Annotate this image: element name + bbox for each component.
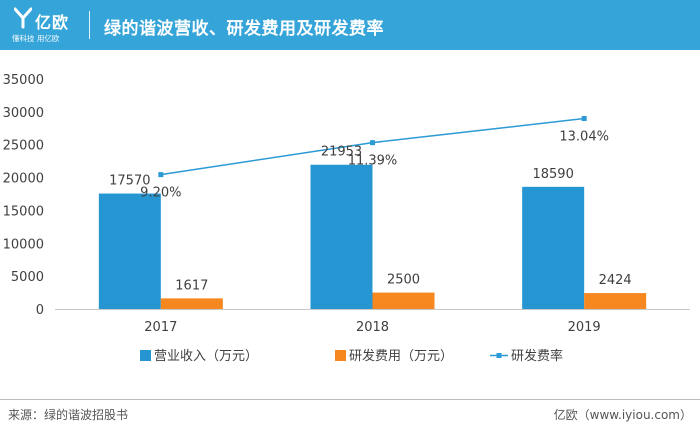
footer-source: 来源：绿的谐波招股书 <box>8 408 129 422</box>
y-tick-label: 25000 <box>3 139 44 154</box>
x-tick-label: 2018 <box>356 320 389 335</box>
legend-item-rd-cost: 研发费用（万元） <box>335 348 453 364</box>
data-label-revenue: 17570 <box>109 174 150 189</box>
legend-item-rd-rate-marker <box>496 353 502 358</box>
logo-y-icon <box>14 7 32 29</box>
line-marker-rd-rate <box>370 140 375 146</box>
y-tick-label: 5000 <box>11 270 44 285</box>
bar-rd-cost <box>372 292 435 309</box>
legend-item-rd-rate-label: 研发费率 <box>511 348 563 364</box>
y-tick-label: 10000 <box>3 237 44 252</box>
x-tick-label: 2017 <box>144 320 177 335</box>
data-labels-group: 17570 1617 21953 2500 18590 2424 9.20% 11.39% 13… <box>109 130 632 294</box>
x-axis: 2017 2018 2019 <box>55 309 690 335</box>
bar-revenue <box>310 164 373 309</box>
y-tick-label: 0 <box>36 303 44 318</box>
y-tick-label: 35000 <box>3 73 44 88</box>
legend-item-rd-cost-swatch <box>335 350 346 361</box>
logo-text: 亿欧 <box>35 13 70 32</box>
bar-series-group <box>98 164 647 309</box>
line-marker-rd-rate <box>158 172 164 178</box>
data-label-rd-cost: 2424 <box>599 273 632 288</box>
y-tick-label: 20000 <box>3 172 44 187</box>
legend-item-revenue: 营业收入（万元） <box>140 349 258 364</box>
data-label-rd-cost: 1617 <box>175 278 208 293</box>
logo-slogan: 懂科技 用亿欧 <box>12 34 60 43</box>
data-label-rd-cost: 2500 <box>387 273 420 288</box>
chart-legend: 营业收入（万元） 研发费用（万元） 研发费率 <box>140 348 563 364</box>
header-bar: 亿欧 懂科技 用亿欧 绿的谐波营收、研发费用及研发费率 <box>0 0 700 50</box>
bar-revenue <box>522 186 585 309</box>
x-tick-label: 2019 <box>568 320 601 335</box>
legend-item-revenue-label: 营业收入（万元） <box>154 349 258 364</box>
chart: 0 5000 10000 15000 20000 25000 30000 35000 2017… <box>3 73 690 364</box>
line-marker-rd-rate <box>581 116 587 122</box>
brand-logo[interactable]: 亿欧 懂科技 用亿欧 <box>8 4 76 46</box>
page-title: 绿的谐波营收、研发费用及研发费率 <box>104 19 384 39</box>
line-series-group <box>158 116 587 178</box>
data-label-revenue: 21953 <box>321 145 362 160</box>
legend-item-rd-rate: 研发费率 <box>490 348 563 364</box>
data-label-rd-rate: 11.39% <box>348 154 398 169</box>
y-tick-label: 30000 <box>3 106 44 121</box>
legend-item-rd-cost-label: 研发费用（万元） <box>349 348 453 364</box>
bar-rd-cost <box>584 293 647 309</box>
data-label-revenue: 18590 <box>532 167 573 182</box>
data-label-rd-rate: 9.20% <box>140 186 181 201</box>
data-label-rd-rate: 13.04% <box>559 130 609 145</box>
header-divider <box>89 11 90 39</box>
footer-divider <box>0 399 700 400</box>
y-axis: 0 5000 10000 15000 20000 25000 30000 35000 <box>3 73 44 318</box>
y-tick-label: 15000 <box>3 204 44 219</box>
legend-item-revenue-swatch <box>140 350 151 361</box>
footer-site[interactable]: 亿欧（www.iyiou.com） <box>553 408 692 422</box>
bar-revenue <box>98 193 161 309</box>
bar-rd-cost <box>160 298 223 309</box>
